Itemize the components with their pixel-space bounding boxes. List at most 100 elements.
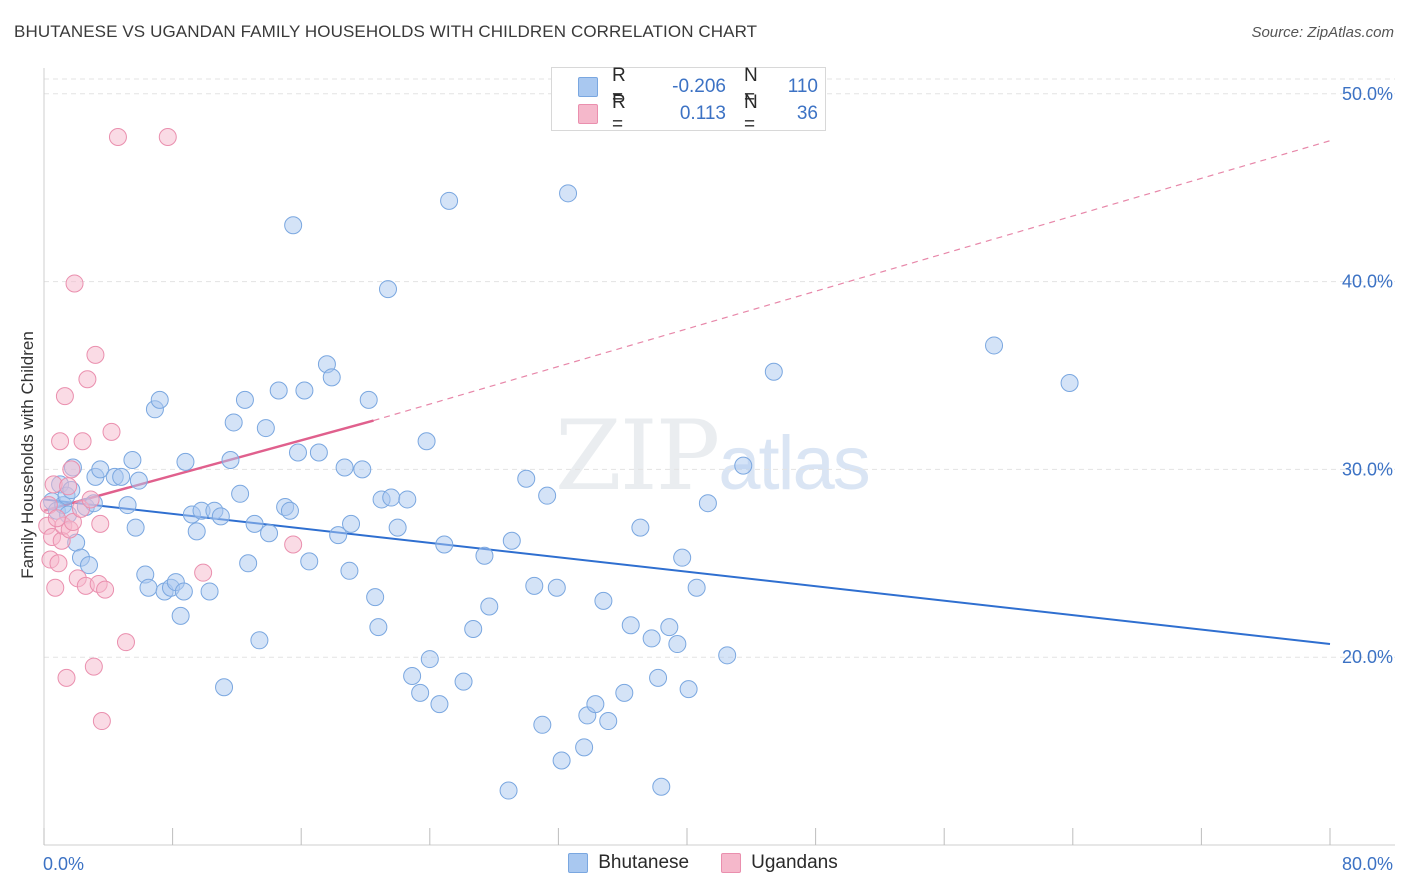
- y-tick-label: 40.0%: [1342, 272, 1393, 292]
- point-bhutanese: [552, 751, 571, 770]
- chart-title: BHUTANESE VS UGANDAN FAMILY HOUSEHOLDS W…: [14, 22, 758, 41]
- legend-r-label: R =: [612, 92, 626, 135]
- point-bhutanese: [660, 618, 679, 637]
- legend-r-value: -0.206: [672, 76, 726, 97]
- point-bhutanese: [687, 578, 706, 597]
- watermark-zip: ZIP: [555, 400, 720, 512]
- point-ugandans: [194, 563, 213, 582]
- point-bhutanese: [985, 336, 1004, 355]
- point-ugandans: [39, 496, 58, 515]
- legend-row-bhutanese: R = -0.206 N = 110: [578, 65, 818, 108]
- point-bhutanese: [340, 561, 359, 580]
- point-bhutanese: [176, 452, 195, 471]
- trend-line-bhutanese: [43, 498, 1331, 646]
- point-bhutanese: [398, 490, 417, 509]
- point-bhutanese: [221, 451, 240, 469]
- point-bhutanese: [538, 486, 557, 505]
- point-bhutanese: [284, 216, 303, 235]
- point-bhutanese: [642, 629, 661, 648]
- correlation-legend: R = -0.206 N = 110 R = 0.113 N = 36: [551, 65, 826, 135]
- point-bhutanese: [256, 419, 275, 438]
- chart-source: Source: ZipAtlas.com: [1251, 24, 1394, 41]
- point-ugandans: [158, 127, 177, 146]
- y-tick-label: 30.0%: [1342, 459, 1393, 479]
- point-bhutanese: [420, 650, 439, 669]
- point-bhutanese: [649, 668, 668, 687]
- point-bhutanese: [430, 695, 449, 714]
- point-bhutanese: [129, 471, 148, 490]
- point-bhutanese: [80, 556, 99, 575]
- legend-swatch-ugandans: [578, 104, 598, 124]
- point-bhutanese: [1060, 374, 1079, 392]
- point-ugandans: [46, 578, 65, 597]
- point-bhutanese: [734, 456, 753, 475]
- legend-r-value: 0.113: [679, 103, 726, 124]
- point-ugandans: [55, 387, 74, 406]
- point-bhutanese: [118, 496, 137, 515]
- trend-line-extension-ugandans: [373, 140, 1331, 422]
- point-ugandans: [47, 509, 66, 528]
- point-bhutanese: [239, 554, 258, 573]
- point-ugandans: [59, 477, 78, 496]
- point-bhutanese: [288, 443, 307, 462]
- series-legend: Bhutanese Ugandans: [0, 852, 1406, 874]
- point-bhutanese: [586, 695, 605, 714]
- legend-item-bhutanese: Bhutanese: [568, 852, 689, 874]
- point-bhutanese: [417, 432, 436, 451]
- point-bhutanese: [139, 578, 158, 597]
- legend-label-ugandans: Ugandans: [751, 852, 838, 873]
- legend-swatch-ugandans: [721, 853, 742, 873]
- tick-labels: 20.0% 30.0% 40.0% 50.0% 0.0% 80.0%: [43, 84, 1393, 874]
- point-bhutanese: [309, 443, 328, 462]
- point-bhutanese: [464, 620, 483, 639]
- point-bhutanese: [652, 777, 671, 796]
- point-bhutanese: [126, 518, 145, 537]
- legend-swatch-bhutanese: [578, 77, 598, 97]
- point-bhutanese: [525, 576, 544, 595]
- point-ugandans: [81, 490, 100, 509]
- point-ugandans: [49, 554, 68, 573]
- point-bhutanese: [475, 546, 494, 565]
- legend-label-bhutanese: Bhutanese: [598, 852, 690, 873]
- point-bhutanese: [342, 514, 361, 533]
- point-bhutanese: [300, 552, 319, 571]
- point-bhutanese: [150, 390, 169, 409]
- point-bhutanese: [231, 484, 250, 503]
- y-axis-title: Family Households with Children: [18, 331, 37, 579]
- point-ugandans: [78, 370, 97, 389]
- point-bhutanese: [329, 526, 348, 545]
- point-bhutanese: [215, 678, 234, 697]
- point-bhutanese: [250, 631, 269, 650]
- x-tick-label: 0.0%: [43, 854, 84, 874]
- trend-line-ugandans: [43, 419, 374, 512]
- point-ugandans: [102, 422, 121, 441]
- zipatlas-watermark: ZIPatlas: [555, 400, 871, 512]
- legend-n-value: 36: [796, 103, 818, 124]
- point-bhutanese: [480, 597, 499, 616]
- point-bhutanese: [499, 781, 518, 800]
- point-bhutanese: [295, 381, 314, 400]
- legend-item-ugandans: Ugandans: [721, 852, 838, 874]
- y-tick-label: 20.0%: [1342, 647, 1393, 667]
- point-bhutanese: [698, 494, 717, 513]
- point-bhutanese: [123, 451, 142, 469]
- point-bhutanese: [673, 548, 692, 567]
- point-bhutanese: [517, 469, 536, 488]
- legend-row-ugandans: R = 0.113 N = 36: [578, 92, 818, 135]
- point-ugandans: [62, 460, 81, 479]
- point-ugandans: [92, 712, 111, 731]
- legend-n-value: 110: [787, 76, 818, 97]
- point-bhutanese: [174, 582, 193, 601]
- point-bhutanese: [388, 518, 407, 537]
- point-bhutanese: [322, 368, 341, 387]
- point-ugandans: [84, 657, 103, 676]
- point-bhutanese: [224, 413, 243, 432]
- point-bhutanese: [435, 535, 454, 554]
- point-ugandans: [91, 514, 110, 533]
- point-bhutanese: [245, 514, 264, 533]
- point-bhutanese: [533, 715, 552, 734]
- trend-lines: [43, 140, 1331, 646]
- point-bhutanese: [594, 591, 613, 610]
- point-bhutanese: [335, 458, 354, 477]
- point-bhutanese: [668, 635, 687, 654]
